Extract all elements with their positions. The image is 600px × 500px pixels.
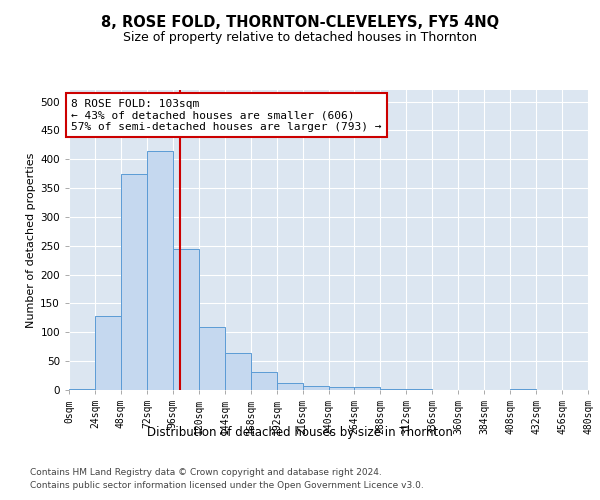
Text: Size of property relative to detached houses in Thornton: Size of property relative to detached ho…	[123, 31, 477, 44]
Text: 8 ROSE FOLD: 103sqm
← 43% of detached houses are smaller (606)
57% of semi-detac: 8 ROSE FOLD: 103sqm ← 43% of detached ho…	[71, 98, 382, 132]
Bar	[95, 316, 121, 390]
Bar	[277, 383, 302, 390]
Bar	[173, 248, 199, 390]
Text: Contains public sector information licensed under the Open Government Licence v3: Contains public sector information licen…	[30, 482, 424, 490]
Bar	[355, 387, 380, 390]
Text: Distribution of detached houses by size in Thornton: Distribution of detached houses by size …	[147, 426, 453, 439]
Text: 8, ROSE FOLD, THORNTON-CLEVELEYS, FY5 4NQ: 8, ROSE FOLD, THORNTON-CLEVELEYS, FY5 4N…	[101, 15, 499, 30]
Bar	[406, 389, 432, 390]
Bar	[380, 389, 406, 390]
Bar	[69, 389, 95, 390]
Text: Contains HM Land Registry data © Crown copyright and database right 2024.: Contains HM Land Registry data © Crown c…	[30, 468, 382, 477]
Bar	[510, 389, 536, 390]
Bar	[199, 326, 224, 390]
Bar	[225, 352, 251, 390]
Bar	[147, 150, 173, 390]
Bar	[251, 372, 277, 390]
Bar	[302, 386, 329, 390]
Y-axis label: Number of detached properties: Number of detached properties	[26, 152, 36, 328]
Bar	[121, 174, 147, 390]
Bar	[329, 387, 355, 390]
